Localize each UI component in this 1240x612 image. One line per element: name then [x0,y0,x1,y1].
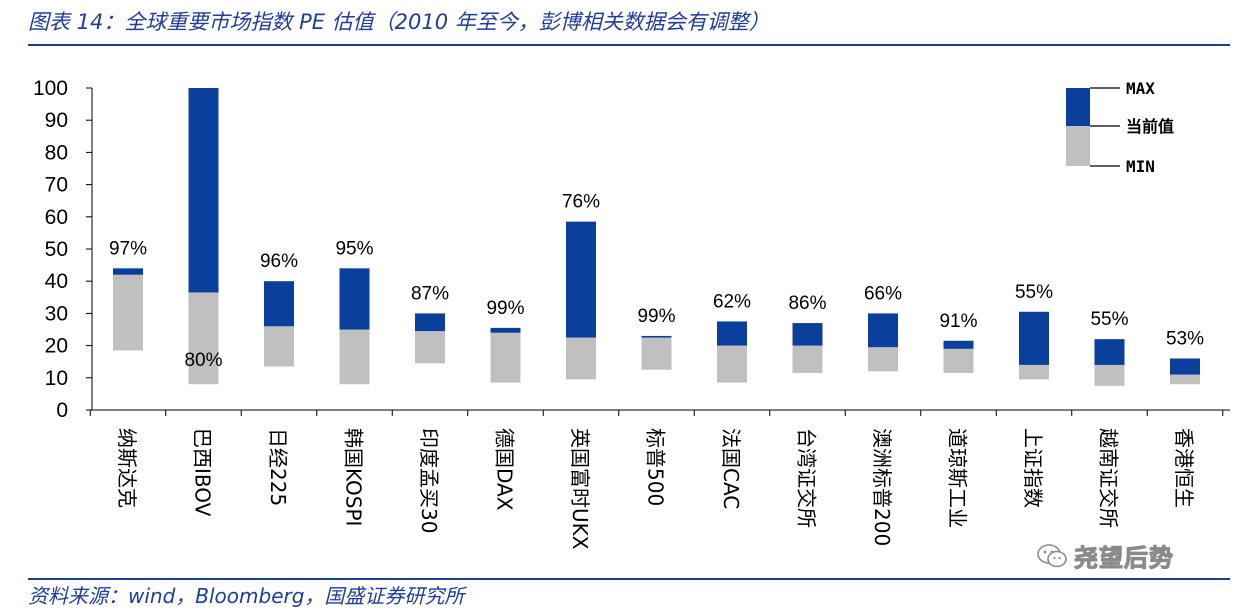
category-label: 巴西IBOV [191,428,215,517]
percentile-label: 86% [788,293,826,314]
bar-min-to-current [943,348,974,373]
percentile-label: 99% [637,306,675,327]
bar-current-to-max [868,313,898,348]
bar-min-to-current [264,326,294,367]
percentile-label: 91% [939,311,977,332]
bar-min-to-current [792,345,823,373]
bar-min-to-current [868,347,898,372]
category-label: 道琼斯工业 [946,428,970,528]
bar-min-to-current [339,329,370,385]
category-label: 香港恒生 [1172,428,1196,508]
source-note: 资料来源：wind，Bloomberg，国盛证券研究所 [28,584,465,608]
bar-min-to-current [717,345,747,383]
percentile-labels: 97% 80% 96% 95% 87% 99% 76% 99% 62% 86% 66% 91% 55% 5… [109,192,1204,372]
bar-current-to-max [792,323,823,346]
legend-label-min: MIN [1126,157,1155,176]
category-label: 纳斯达克 [115,428,139,508]
bar-current-to-max [264,281,294,327]
chart-title: 图表 14：全球重要市场指数 PE 估值（2010 年至今，彭博相关数据会有调整… [28,10,770,34]
title-divider [28,44,1230,46]
source-divider [28,578,1230,580]
y-axis: 0 10 20 30 40 50 60 70 80 90 100 [33,77,1230,422]
legend-label-max: MAX [1126,79,1155,98]
bar-min-to-current [1170,374,1200,385]
percentile-label: 95% [335,238,373,259]
bar-current-to-max [641,335,672,338]
y-tick-label: 100 [33,77,68,100]
y-tick-label: 80 [45,141,68,164]
y-tick-label: 0 [56,399,68,422]
bar-current-to-max [113,268,143,275]
bar-current-to-max [717,321,747,346]
percentile-label: 55% [1015,282,1053,303]
category-label: 韩国KOSPI [342,428,366,526]
percentile-label: 55% [1090,309,1128,330]
wechat-icon [1037,543,1067,567]
legend-label-current: 当前值 [1126,117,1174,136]
y-tick-label: 10 [45,367,68,390]
category-label: 法国CAC [719,428,743,509]
category-label: 澳洲标普200 [870,428,894,546]
legend-swatch-min [1066,126,1090,166]
category-labels: 纳斯达克 巴西IBOV 日经225 韩国KOSPI 印度孟买30 德国DAX 英国富时UKX… [115,428,1196,550]
bar-min-to-current [113,274,143,351]
y-tick-label: 30 [45,302,68,325]
bar-min-to-current [490,332,521,383]
bar-min-to-current [188,292,219,385]
category-label: 日经225 [266,428,290,506]
percentile-label: 96% [260,251,298,272]
y-tick-label: 50 [45,238,68,261]
category-label: 标普500 [644,428,668,506]
bar-current-to-max [415,313,445,332]
category-label: 越南证交所 [1097,428,1121,528]
pe-valuation-chart: 0 10 20 30 40 50 60 70 80 90 100 97% 80% 96% 95% 87% 99… [33,77,1230,550]
category-label: 英国富时UKX [568,428,592,550]
y-tick-label: 70 [45,174,68,197]
bar-current-to-max [339,268,370,330]
legend: MAX 当前值 MIN [1066,79,1174,176]
bar-series [113,88,1200,386]
bar-current-to-max [1170,358,1200,375]
y-tick-label: 20 [45,335,68,358]
legend-swatch-max [1066,88,1090,126]
percentile-label: 99% [486,298,524,319]
percentile-label: 53% [1166,328,1204,349]
percentile-label: 76% [562,192,600,213]
percentile-label: 66% [864,283,902,304]
bar-current-to-max [1019,311,1049,365]
y-tick-label: 90 [45,109,68,132]
bar-min-to-current [566,337,596,380]
category-label: 台湾证交所 [795,428,819,528]
y-tick-label: 40 [45,270,68,293]
category-label: 上证指数 [1021,428,1045,508]
percentile-label: 80% [184,350,222,371]
bar-current-to-max [566,221,596,338]
bar-current-to-max [1094,339,1125,365]
bar-current-to-max [490,327,521,333]
category-label: 德国DAX [493,428,517,511]
y-tick-label: 60 [45,206,68,229]
bar-current-to-max [188,88,219,293]
watermark: 尧望后势 [1036,538,1174,573]
bar-current-to-max [943,340,974,349]
bar-min-to-current [1094,364,1125,386]
percentile-label: 87% [411,283,449,304]
bar-min-to-current [415,331,445,364]
percentile-label: 97% [109,238,147,259]
bar-min-to-current [1019,364,1049,380]
category-label: 印度孟买30 [417,428,441,533]
percentile-label: 62% [713,291,751,312]
watermark-text: 尧望后势 [1074,544,1174,573]
bar-min-to-current [641,337,672,370]
